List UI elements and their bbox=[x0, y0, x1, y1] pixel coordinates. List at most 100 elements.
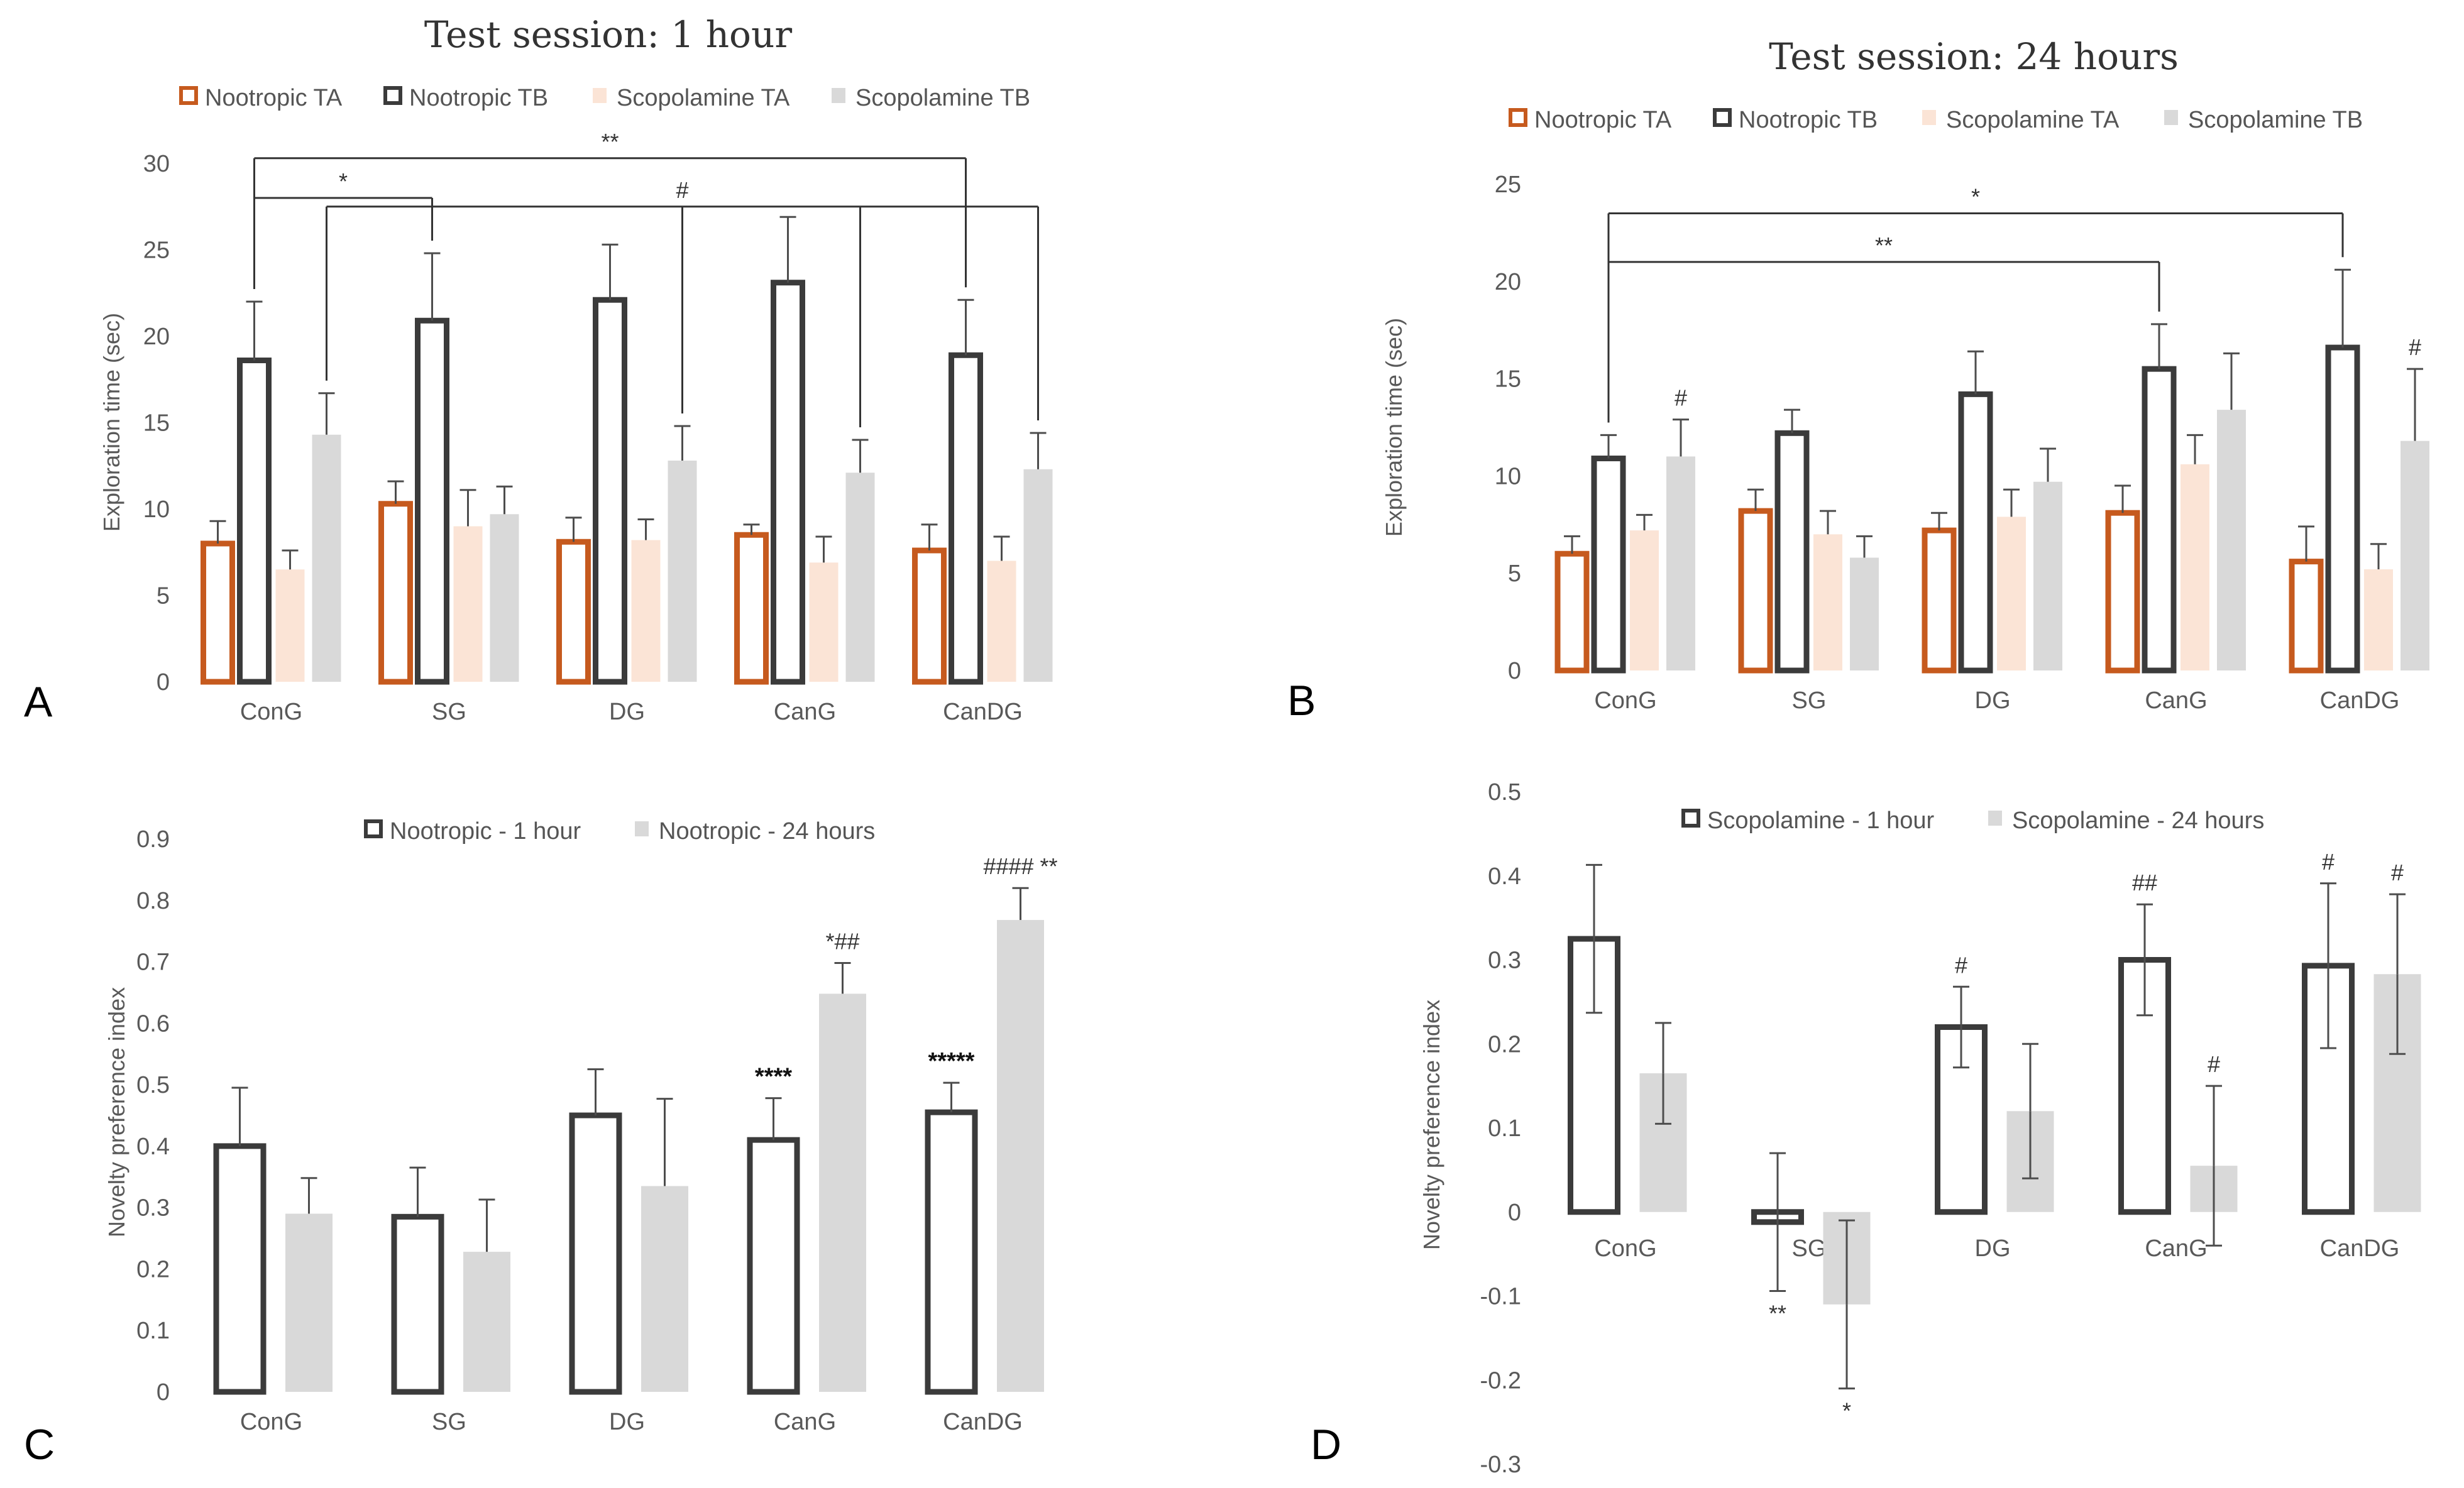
y-tick-label: -0.1 bbox=[1480, 1284, 1521, 1310]
bar bbox=[912, 547, 947, 685]
y-tick-label: 10 bbox=[143, 496, 170, 523]
panel-label: B bbox=[1287, 677, 1316, 725]
significance-label: # bbox=[2391, 860, 2404, 885]
legend-label: Scopolamine - 1 hour bbox=[1707, 807, 1935, 834]
y-tick-label: 30 bbox=[143, 151, 170, 177]
x-category-label: CanDG bbox=[2320, 687, 2400, 714]
bar bbox=[641, 1186, 688, 1392]
bar bbox=[734, 532, 769, 685]
bar bbox=[1850, 557, 1879, 670]
significance-label: ***** bbox=[928, 1048, 975, 1075]
x-category-label: DG bbox=[609, 1409, 645, 1435]
significance-label: # bbox=[2322, 849, 2335, 875]
x-category-label: CanDG bbox=[943, 1409, 1023, 1435]
y-tick-label: 0.2 bbox=[1488, 1031, 1521, 1058]
bar bbox=[2289, 559, 2324, 674]
legend-swatch bbox=[635, 821, 649, 836]
legend-label: Nootropic - 24 hours bbox=[659, 818, 875, 845]
bar bbox=[213, 1143, 267, 1395]
y-tick-label: 15 bbox=[1495, 366, 1521, 393]
bar bbox=[391, 1213, 444, 1395]
legend-label: Scopolamine TB bbox=[855, 85, 1030, 111]
bar bbox=[378, 501, 413, 685]
bar bbox=[631, 540, 661, 682]
bar bbox=[201, 540, 235, 685]
x-category-label: SG bbox=[1792, 687, 1827, 714]
y-tick-label: -0.3 bbox=[1480, 1452, 1521, 1478]
significance-label: ** bbox=[1875, 232, 1893, 258]
chart-title: Test session: 24 hours bbox=[1769, 35, 2179, 78]
y-tick-label: 0.4 bbox=[136, 1134, 170, 1160]
y-tick-label: 5 bbox=[1508, 561, 1521, 587]
bar bbox=[997, 920, 1044, 1392]
significance-label: ## bbox=[2132, 870, 2157, 895]
significance-label: # bbox=[1955, 952, 1967, 978]
y-tick-label: 0 bbox=[1508, 1200, 1521, 1226]
y-axis-label: Exploration time (sec) bbox=[99, 313, 124, 532]
bar bbox=[2217, 410, 2246, 670]
bar bbox=[1813, 534, 1842, 670]
bar bbox=[1591, 456, 1626, 674]
bar bbox=[556, 539, 591, 685]
bar bbox=[463, 1252, 510, 1392]
significance-label: #### ** bbox=[983, 853, 1057, 879]
x-category-label: SG bbox=[1792, 1235, 1827, 1262]
legend-label: Scopolamine TB bbox=[2188, 107, 2363, 133]
significance-label: **** bbox=[755, 1064, 792, 1090]
legend-swatch bbox=[1713, 108, 1732, 127]
bar bbox=[1023, 469, 1053, 682]
legend-swatch bbox=[832, 88, 845, 103]
bar bbox=[275, 569, 305, 682]
x-category-label: ConG bbox=[1594, 687, 1656, 714]
panel-label: A bbox=[24, 678, 53, 726]
y-tick-label: 0.7 bbox=[136, 949, 170, 976]
y-axis-label: Exploration time (sec) bbox=[1381, 318, 1407, 537]
legend-swatch bbox=[1681, 809, 1700, 828]
legend-swatch bbox=[593, 88, 607, 103]
bar bbox=[2181, 464, 2209, 670]
y-tick-label: 0.4 bbox=[1488, 863, 1521, 890]
bar bbox=[569, 1112, 622, 1395]
y-tick-label: 20 bbox=[1495, 269, 1521, 295]
bar bbox=[1666, 456, 1695, 670]
bar bbox=[819, 993, 866, 1392]
x-category-label: SG bbox=[432, 1409, 466, 1435]
panel-c: C Novelty preference index 0 0.1 0.2 0.3 0.4 0.… bbox=[24, 818, 1058, 1469]
y-tick-label: 0.5 bbox=[136, 1072, 170, 1098]
y-tick-label: 0.1 bbox=[1488, 1115, 1521, 1142]
panel-d: D Novelty preference index -0.3 -0.2 -0.1 0 0.… bbox=[1311, 779, 2421, 1478]
y-tick-label: 10 bbox=[1495, 463, 1521, 490]
significance-label: # bbox=[676, 177, 688, 203]
x-category-label: DG bbox=[1975, 687, 2011, 714]
bar bbox=[1997, 517, 2026, 670]
bar bbox=[809, 562, 839, 682]
y-tick-label: 15 bbox=[143, 410, 170, 437]
bar bbox=[1922, 527, 1957, 674]
bar bbox=[2401, 440, 2429, 670]
legend-label: Nootropic TA bbox=[1534, 107, 1672, 133]
bar bbox=[2142, 366, 2177, 674]
bar bbox=[925, 1109, 978, 1395]
panel-label: D bbox=[1311, 1421, 1341, 1469]
bar bbox=[312, 434, 341, 682]
bar bbox=[2325, 344, 2360, 674]
y-tick-label: 0.1 bbox=[136, 1318, 170, 1344]
legend-label: Nootropic TB bbox=[409, 85, 548, 111]
legend-swatch bbox=[383, 86, 402, 105]
significance-label: # bbox=[2208, 1051, 2220, 1077]
legend-label: Nootropic TB bbox=[1739, 107, 1878, 133]
y-tick-label: -0.2 bbox=[1480, 1367, 1521, 1394]
y-tick-label: 0 bbox=[157, 1379, 170, 1406]
legend-swatch bbox=[2164, 110, 2178, 125]
x-category-label: CanG bbox=[2145, 1235, 2207, 1262]
x-category-label: CanG bbox=[774, 699, 836, 725]
panel-a: Test session: 1 hour A Exploration time (s… bbox=[24, 13, 1053, 726]
bar bbox=[1774, 430, 1810, 674]
legend-swatch bbox=[1988, 811, 2002, 826]
x-category-label: CanG bbox=[2145, 687, 2207, 714]
y-tick-label: 0.3 bbox=[136, 1195, 170, 1222]
bar bbox=[1738, 508, 1773, 674]
bar bbox=[1630, 530, 1659, 670]
